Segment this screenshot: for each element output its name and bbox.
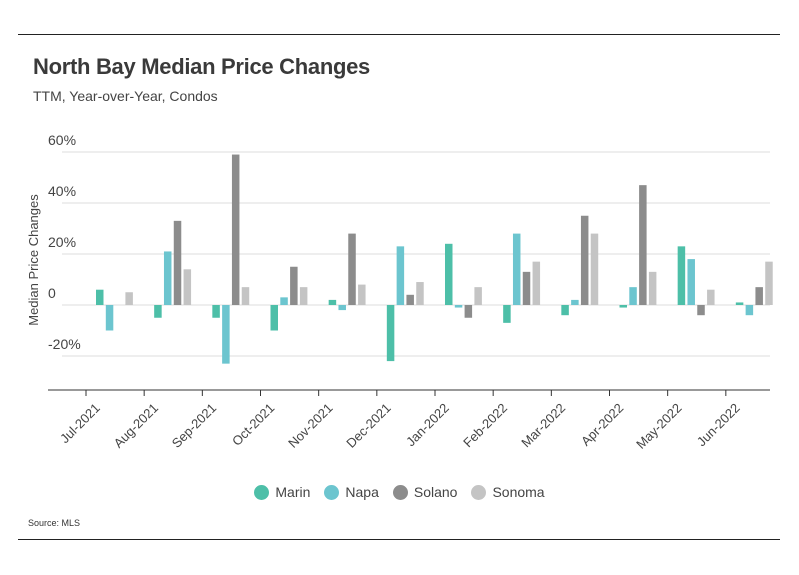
legend-label-napa: Napa <box>345 484 379 500</box>
bar-marin <box>735 302 744 305</box>
bar-napa <box>512 233 521 305</box>
y-axis-title: Median Price Changes <box>26 194 41 326</box>
legend-item-marin: Marin <box>254 484 310 500</box>
bar-solano <box>522 271 531 305</box>
legend-label-sonoma: Sonoma <box>492 484 545 500</box>
legend-label-marin: Marin <box>275 484 311 500</box>
bar-solano <box>406 294 414 305</box>
bar-napa <box>687 259 695 305</box>
chart-subtitle: TTM, Year-over-Year, Condos <box>33 88 218 104</box>
legend-swatch-sonoma <box>471 484 487 500</box>
top-rule <box>18 34 780 35</box>
bar-marin <box>677 246 686 305</box>
bar-solano <box>639 185 647 305</box>
legend-label-solano: Solano <box>413 484 458 500</box>
bar-sonoma <box>125 292 133 305</box>
bar-napa <box>396 246 405 305</box>
bar-sonoma <box>299 287 308 305</box>
bar-sonoma <box>358 284 366 305</box>
legend-item-napa: Napa <box>324 484 379 500</box>
bar-sonoma <box>707 289 715 305</box>
bar-marin <box>96 289 104 305</box>
legend: Marin Napa Solano Sonoma <box>0 484 799 500</box>
x-tick-label: Oct-2021 <box>229 400 277 448</box>
bar-marin <box>445 243 453 305</box>
bar-sonoma <box>532 261 541 305</box>
bar-napa <box>338 305 346 311</box>
bar-sonoma <box>241 287 250 305</box>
bar-napa <box>629 287 637 305</box>
y-tick-label: -20% <box>48 336 81 352</box>
x-tick-label: Sep-2021 <box>169 400 219 450</box>
x-tick-label: May-2022 <box>633 400 684 451</box>
y-tick-label: 60% <box>48 132 76 148</box>
x-tick-label: Jun-2022 <box>694 400 743 449</box>
bar-chart: 60% 40% 20% 0 -20% Median Price Changes Jul-20… <box>26 132 773 452</box>
bar-marin <box>212 305 220 318</box>
x-tick-label: Mar-2022 <box>518 400 568 450</box>
bar-napa <box>454 305 463 308</box>
bar-sonoma <box>765 261 773 305</box>
bar-napa <box>280 297 288 305</box>
y-tick-label: 0 <box>48 285 56 301</box>
bar-napa <box>163 251 172 305</box>
x-tick-label: Dec-2021 <box>343 400 393 450</box>
bar-napa <box>571 299 579 305</box>
x-tick-label: Feb-2022 <box>460 400 510 450</box>
bar-sonoma <box>648 271 657 305</box>
x-tick-label: Aug-2021 <box>111 400 161 450</box>
bottom-rule <box>18 539 780 540</box>
x-tick-label: Jul-2021 <box>57 400 103 446</box>
bar-napa <box>745 305 754 316</box>
bar-marin <box>328 299 337 305</box>
bar-solano <box>290 266 298 305</box>
bar-solano <box>464 305 473 318</box>
bar-sonoma <box>183 269 192 305</box>
bar-solano <box>697 305 705 316</box>
x-tick-label: Nov-2021 <box>285 400 335 450</box>
bar-marin <box>154 305 162 318</box>
legend-swatch-solano <box>392 484 408 500</box>
bar-marin <box>386 305 395 362</box>
bar-solano <box>173 220 182 305</box>
y-tick-label: 40% <box>48 183 76 199</box>
bar-solano <box>580 215 589 305</box>
legend-swatch-marin <box>254 484 270 500</box>
bar-napa <box>222 305 230 364</box>
bar-sonoma <box>416 282 424 305</box>
bar-marin <box>270 305 278 331</box>
bar-solano <box>348 233 356 305</box>
source-note: Source: MLS <box>28 518 81 528</box>
legend-swatch-napa <box>324 484 340 500</box>
bar-napa <box>105 305 114 331</box>
bar-sonoma <box>590 233 599 305</box>
y-tick-label: 20% <box>48 234 76 250</box>
chart-title: North Bay Median Price Changes <box>33 54 370 79</box>
bar-marin <box>503 305 511 323</box>
bar-solano <box>231 154 240 305</box>
bar-marin <box>619 305 627 308</box>
x-tick-label: Apr-2022 <box>578 400 626 448</box>
legend-item-sonoma: Sonoma <box>471 484 545 500</box>
bar-solano <box>755 287 763 305</box>
bar-sonoma <box>474 287 482 305</box>
legend-item-solano: Solano <box>392 484 458 500</box>
x-tick-label: Jan-2022 <box>403 400 452 449</box>
bar-marin <box>561 305 569 316</box>
